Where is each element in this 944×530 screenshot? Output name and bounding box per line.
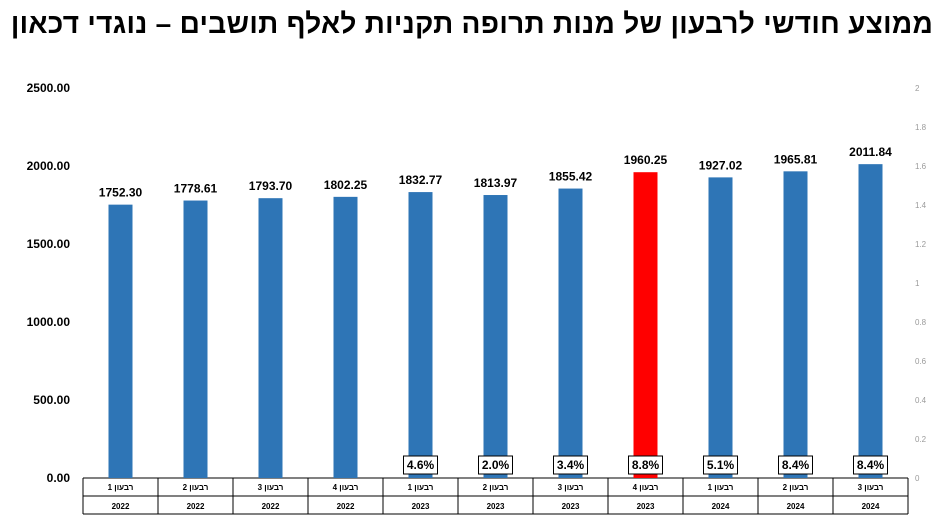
y2-tick-label: 1.6 [915,162,927,171]
category-year-label: 2024 [862,502,880,511]
change-label-box [778,455,813,475]
data-label: 1802.25 [324,178,368,192]
change-label: 8.4% [782,458,810,472]
chart-title: ממוצע חודשי לרבעון של מנות תרופה תקניות … [10,8,934,39]
data-label: 1960.25 [624,153,668,167]
category-quarter-label: רבעון 3 [858,483,884,492]
change-label-box [553,455,588,475]
category-quarter-label: רבעון 4 [633,483,659,492]
data-label: 1778.61 [174,182,218,196]
category-quarter-label: רבעון 4 [333,483,359,492]
bar [483,195,508,478]
category-year-label: 2023 [562,502,580,511]
bar [108,204,133,478]
category-year-label: 2022 [187,502,205,511]
bar [183,200,208,478]
y2-tick-label: 0 [915,474,920,483]
bar [408,192,433,478]
category-quarter-label: רבעון 1 [708,483,734,492]
y2-tick-label: 1.2 [915,240,927,249]
category-year-label: 2023 [487,502,505,511]
y2-tick-label: 1.8 [915,123,927,132]
category-table: רבעון 1 2022 רבעון 2 2022 רבעון 3 2022 רבעון 4… [82,478,909,515]
change-label: 8.4% [857,458,885,472]
bar [333,196,358,478]
data-label: 1813.97 [474,176,518,190]
change-label: 3.4% [557,458,585,472]
y2-tick-label: 0.4 [915,396,927,405]
data-label: 1965.81 [774,152,818,166]
bar [708,177,733,478]
y-axis: 0.00 500.00 1000.00 1500.00 2000.00 2500.00 [27,81,71,485]
category-quarter-label: רבעון 2 [483,483,509,492]
y2-tick-label: 1.4 [915,201,927,210]
y-tick-label: 500.00 [33,393,70,407]
change-label-box [703,455,738,475]
data-label: 2011.84 [849,145,892,159]
data-label: 1752.30 [99,186,143,200]
category-year-label: 2024 [712,502,730,511]
category-quarter-label: רבעון 1 [408,483,434,492]
bar [858,164,883,478]
bar [258,198,283,478]
category-year-label: 2023 [637,502,655,511]
y-tick-label: 2000.00 [27,159,71,173]
data-label: 1793.70 [249,179,293,193]
y2-tick-label: 0.2 [915,435,927,444]
y-tick-label: 2500.00 [27,81,71,95]
secondary-y-axis: 0 0.2 0.4 0.6 0.8 1 1.2 1.4 1.6 1.8 2 [915,84,927,483]
change-label-box [628,455,663,475]
y2-tick-label: 2 [915,84,920,93]
category-quarter-label: רבעון 3 [558,483,584,492]
category-year-label: 2022 [337,502,355,511]
y2-tick-label: 1 [915,279,920,288]
category-year-label: 2023 [412,502,430,511]
bar [558,188,583,478]
category-year-label: 2022 [262,502,280,511]
category-quarter-label: רבעון 3 [258,483,284,492]
y2-tick-label: 0.6 [915,357,927,366]
bars: 1752.30 1778.61 1793.70 1802.25 1832.77 4.6% 1… [83,145,908,479]
change-label-box [478,455,513,475]
category-year-label: 2024 [787,502,805,511]
bar [633,172,658,479]
category-quarter-label: רבעון 2 [783,483,809,492]
change-label: 5.1% [707,458,735,472]
data-label: 1855.42 [549,170,593,184]
y-tick-label: 0.00 [47,471,71,485]
y-tick-label: 1000.00 [27,315,71,329]
change-label: 2.0% [482,458,510,472]
y2-tick-label: 0.8 [915,318,927,327]
data-label: 1927.02 [699,158,743,172]
bar [783,171,808,479]
change-label-box [403,455,438,475]
change-label: 4.6% [407,458,435,472]
data-label: 1832.77 [399,173,443,187]
category-quarter-label: רבעון 1 [108,483,134,492]
category-quarter-label: רבעון 2 [183,483,209,492]
change-label: 8.8% [632,458,660,472]
change-label-box [853,455,888,475]
category-year-label: 2022 [112,502,130,511]
y-tick-label: 1500.00 [27,237,71,251]
